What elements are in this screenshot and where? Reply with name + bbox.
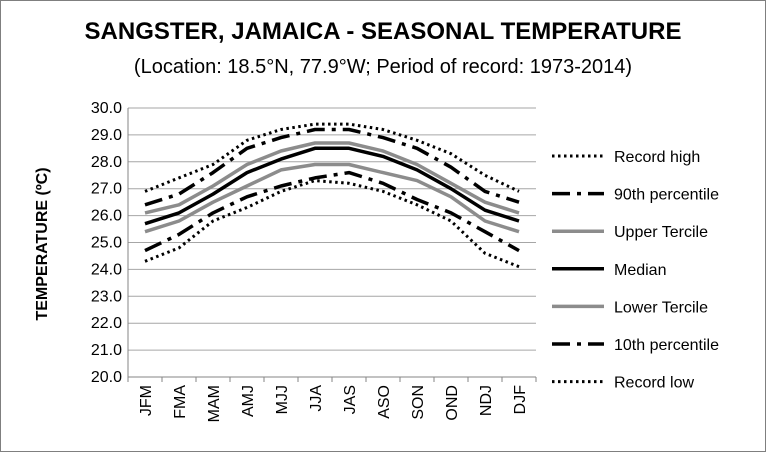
- gridlines: [128, 107, 536, 351]
- x-tick-label: DJF: [512, 385, 529, 415]
- y-tick-label: 30.0: [91, 100, 122, 117]
- y-tick-label: 25.0: [91, 235, 122, 252]
- legend-label: Record high: [614, 149, 700, 166]
- legend: Record high 90th percentile Upper Tercile M…: [552, 149, 719, 392]
- series-line-record-low: [144, 179, 520, 269]
- x-tick-label: NDJ: [478, 385, 495, 416]
- x-tick-label: OND: [444, 385, 461, 421]
- legend-label: 90th percentile: [614, 187, 719, 204]
- x-tick-label: MJJ: [274, 385, 291, 414]
- x-tick-labels: JFM FMA MAM AMJ MJJ JJA JAS ASO SON OND NDJ DJF: [138, 385, 529, 423]
- legend-label: Upper Tercile: [614, 224, 708, 241]
- legend-label: Lower Tercile: [614, 299, 708, 316]
- series-line-90th-percentile: [144, 127, 520, 207]
- axes: [127, 108, 537, 382]
- y-tick-label: 22.0: [91, 315, 122, 332]
- legend-label: Record low: [614, 375, 694, 392]
- series-line-lower-tercile: [144, 162, 520, 234]
- series-line-10th-percentile: [144, 170, 520, 253]
- series-line-median: [144, 146, 520, 226]
- y-tick-labels: 20.0 21.0 22.0 23.0 24.0 25.0 26.0 27.0 28.0 29.0…: [91, 100, 122, 386]
- legend-label: 10th percentile: [614, 337, 719, 354]
- x-tick-label: FMA: [172, 385, 189, 419]
- x-tick-label: JAS: [342, 385, 359, 414]
- y-axis-label: TEMPERATURE (ºC): [34, 167, 51, 320]
- chart-title: SANGSTER, JAMAICA - SEASONAL TEMPERATURE: [84, 18, 682, 45]
- x-tick-label: ASO: [376, 385, 393, 419]
- legend-label: Median: [614, 262, 666, 279]
- y-tick-label: 29.0: [91, 127, 122, 144]
- series-line-upper-tercile: [144, 141, 520, 215]
- y-tick-label: 24.0: [91, 261, 122, 278]
- y-tick-label: 23.0: [91, 288, 122, 305]
- x-tick-label: JFM: [138, 385, 155, 416]
- chart-subtitle: (Location: 18.5°N, 77.9°W; Period of rec…: [133, 56, 633, 78]
- y-tick-label: 20.0: [91, 369, 122, 386]
- y-tick-label: 27.0: [91, 181, 122, 198]
- series-lines: [144, 122, 520, 269]
- y-tick-label: 26.0: [91, 208, 122, 225]
- x-tick-label: SON: [410, 385, 427, 420]
- y-tick-label: 21.0: [91, 342, 122, 359]
- x-tick-label: AMJ: [240, 385, 257, 417]
- x-tick-label: JJA: [308, 385, 325, 412]
- y-tick-label: 28.0: [91, 154, 122, 171]
- x-tick-label: MAM: [206, 385, 223, 422]
- series-line-record-high: [144, 122, 520, 193]
